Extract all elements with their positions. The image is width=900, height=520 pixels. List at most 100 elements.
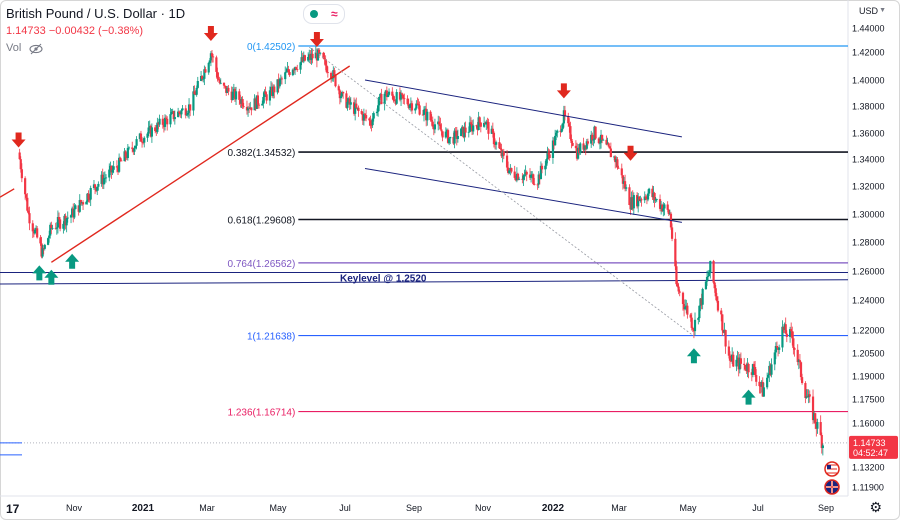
up-candle[interactable] xyxy=(448,138,451,146)
down-candle[interactable] xyxy=(487,118,490,140)
currency-label[interactable]: USD xyxy=(858,6,878,16)
up-candle[interactable] xyxy=(684,299,687,311)
down-candle[interactable] xyxy=(716,296,720,313)
up-candle[interactable] xyxy=(579,142,582,156)
down-candle[interactable] xyxy=(204,66,207,74)
eye-hidden-icon[interactable] xyxy=(29,43,43,55)
down-candle[interactable] xyxy=(571,140,574,147)
down-candle[interactable] xyxy=(808,390,811,403)
up-candle[interactable] xyxy=(56,210,60,234)
up-candle[interactable] xyxy=(372,111,375,122)
down-candle[interactable] xyxy=(364,109,368,122)
up-candle[interactable] xyxy=(522,174,525,187)
down-candle[interactable] xyxy=(563,105,567,121)
uk-flag-icon[interactable] xyxy=(824,479,840,495)
up-candle[interactable] xyxy=(150,123,153,143)
down-candle[interactable] xyxy=(265,92,268,104)
up-candle[interactable] xyxy=(146,132,149,142)
up-candle[interactable] xyxy=(662,202,665,217)
down-candle[interactable] xyxy=(264,86,267,95)
down-candle[interactable] xyxy=(406,95,409,106)
down-candle[interactable] xyxy=(257,103,261,109)
up-candle[interactable] xyxy=(196,76,199,89)
up-candle[interactable] xyxy=(414,107,417,114)
up-candle[interactable] xyxy=(135,136,138,150)
down-candle[interactable] xyxy=(50,221,53,234)
up-candle[interactable] xyxy=(163,114,167,131)
up-candle[interactable] xyxy=(468,115,471,133)
down-candle[interactable] xyxy=(690,312,693,331)
up-candle[interactable] xyxy=(181,105,184,111)
down-candle[interactable] xyxy=(342,91,345,99)
up-candle[interactable] xyxy=(89,185,92,207)
down-candle[interactable] xyxy=(513,165,516,180)
down-candle[interactable] xyxy=(601,134,604,144)
up-candle[interactable] xyxy=(693,312,697,336)
symbol-title[interactable]: British Pound / U.S. Dollar · 1D xyxy=(6,6,186,21)
down-candle[interactable] xyxy=(416,97,419,105)
down-candle[interactable] xyxy=(502,148,505,160)
status-badges[interactable]: ≈ xyxy=(303,4,345,24)
down-candle[interactable] xyxy=(586,138,590,146)
down-candle[interactable] xyxy=(222,82,226,89)
down-candle[interactable] xyxy=(28,206,31,231)
down-candle[interactable] xyxy=(775,341,779,349)
up-candle[interactable] xyxy=(169,107,172,128)
up-candle[interactable] xyxy=(97,181,100,191)
down-candle[interactable] xyxy=(334,74,337,88)
down-candle[interactable] xyxy=(686,302,689,319)
up-candle[interactable] xyxy=(449,136,452,145)
down-candle[interactable] xyxy=(273,84,276,99)
down-candle[interactable] xyxy=(441,131,444,142)
up-candle[interactable] xyxy=(537,171,540,189)
down-candle[interactable] xyxy=(303,54,306,62)
down-candle[interactable] xyxy=(758,376,761,394)
up-candle[interactable] xyxy=(472,119,475,135)
down-candle[interactable] xyxy=(674,232,677,270)
up-candle[interactable] xyxy=(456,129,459,143)
down-candle[interactable] xyxy=(640,197,643,207)
down-candle[interactable] xyxy=(676,280,679,288)
down-candle[interactable] xyxy=(418,101,421,116)
up-candle[interactable] xyxy=(395,89,398,105)
up-candle[interactable] xyxy=(585,138,588,151)
down-candle[interactable] xyxy=(217,72,220,81)
down-candle[interactable] xyxy=(793,347,796,357)
up-candle[interactable] xyxy=(340,90,344,98)
up-candle[interactable] xyxy=(66,211,69,223)
down-candle[interactable] xyxy=(525,170,528,182)
up-candle[interactable] xyxy=(102,172,105,190)
up-candle[interactable] xyxy=(545,158,548,169)
down-candle[interactable] xyxy=(801,373,804,385)
tv-logo-icon[interactable]: 17 xyxy=(5,502,21,516)
up-candle[interactable] xyxy=(126,143,129,161)
down-candle[interactable] xyxy=(609,142,612,158)
down-candle[interactable] xyxy=(357,105,360,117)
up-candle[interactable] xyxy=(349,97,352,110)
up-candle[interactable] xyxy=(378,96,381,111)
up-candle[interactable] xyxy=(821,443,824,456)
settings-gear-icon[interactable]: ⚙ xyxy=(869,499,882,515)
down-candle[interactable] xyxy=(325,60,328,74)
down-candle[interactable] xyxy=(479,122,482,133)
up-candle[interactable] xyxy=(554,129,557,146)
down-candle[interactable] xyxy=(548,149,551,161)
up-candle[interactable] xyxy=(307,52,310,62)
down-candle[interactable] xyxy=(820,432,823,454)
up-candle[interactable] xyxy=(709,260,712,279)
up-candle[interactable] xyxy=(74,204,77,210)
up-candle[interactable] xyxy=(118,153,121,173)
up-candle[interactable] xyxy=(112,160,115,174)
down-candle[interactable] xyxy=(380,88,383,105)
down-candle[interactable] xyxy=(799,361,803,381)
chevron-down-icon[interactable]: ▼ xyxy=(879,7,886,14)
up-candle[interactable] xyxy=(192,85,195,116)
down-candle[interactable] xyxy=(732,351,735,368)
down-candle[interactable] xyxy=(410,100,414,115)
up-candle[interactable] xyxy=(485,119,488,130)
down-candle[interactable] xyxy=(403,93,406,105)
up-candle[interactable] xyxy=(495,140,498,150)
up-candle[interactable] xyxy=(632,192,635,215)
down-candle[interactable] xyxy=(505,150,509,171)
up-candle[interactable] xyxy=(602,138,605,141)
